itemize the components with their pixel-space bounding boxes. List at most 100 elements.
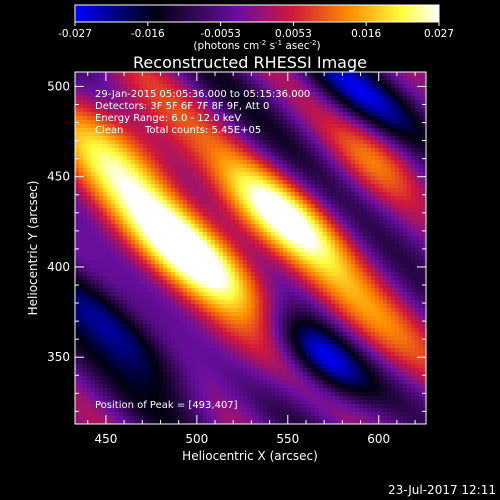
heatmap-cell <box>139 304 144 309</box>
heatmap-cell <box>291 232 296 237</box>
heatmap-cell <box>111 240 116 245</box>
heatmap-cell <box>219 312 224 317</box>
heatmap-cell <box>199 272 204 277</box>
heatmap-cell <box>299 272 304 277</box>
heatmap-cell <box>251 360 256 365</box>
heatmap-cell <box>203 96 208 101</box>
heatmap-cell <box>167 356 172 361</box>
heatmap-cell <box>119 84 124 89</box>
heatmap-cell <box>103 180 108 185</box>
heatmap-cell <box>219 380 224 385</box>
heatmap-cell <box>135 100 140 105</box>
chart-title: Reconstructed RHESSI Image <box>133 53 367 72</box>
heatmap-cell <box>203 112 208 117</box>
heatmap-cell <box>183 120 188 125</box>
heatmap-cell <box>275 204 280 209</box>
heatmap-cell <box>267 396 272 401</box>
heatmap-cell <box>75 76 80 81</box>
heatmap-cell <box>131 368 136 373</box>
heatmap-cell <box>187 208 192 213</box>
heatmap-cell <box>231 396 236 401</box>
heatmap-cell <box>75 324 80 329</box>
heatmap-cell <box>295 328 300 333</box>
heatmap-cell <box>159 136 164 141</box>
heatmap-cell <box>211 224 216 229</box>
heatmap-cell <box>99 312 104 317</box>
heatmap-cell <box>255 332 260 337</box>
heatmap-cell <box>87 92 92 97</box>
heatmap-cell <box>127 144 132 149</box>
heatmap-cell <box>119 276 124 281</box>
heatmap-cell <box>207 124 212 129</box>
heatmap-cell <box>227 228 232 233</box>
heatmap-cell <box>131 164 136 169</box>
heatmap-cell <box>151 292 156 297</box>
heatmap-cell <box>203 416 208 421</box>
heatmap-cell <box>295 80 300 85</box>
heatmap-cell <box>83 304 88 309</box>
heatmap-cell <box>83 104 88 109</box>
heatmap-cell <box>299 104 304 109</box>
heatmap-cell <box>239 172 244 177</box>
heatmap-cell <box>187 280 192 285</box>
heatmap-cell <box>95 360 100 365</box>
heatmap-cell <box>283 420 288 424</box>
heatmap-cell <box>215 332 220 337</box>
heatmap-cell <box>159 268 164 273</box>
heatmap-cell <box>91 320 96 325</box>
heatmap-cell <box>91 408 96 413</box>
heatmap-cell <box>175 376 180 381</box>
heatmap-cell <box>119 332 124 337</box>
heatmap-cell <box>159 312 164 317</box>
heatmap-cell <box>291 256 296 261</box>
heatmap-cell <box>255 352 260 357</box>
heatmap-cell <box>283 256 288 261</box>
heatmap-cell <box>163 100 168 105</box>
heatmap-cell <box>155 224 160 229</box>
heatmap-cell <box>143 304 148 309</box>
heatmap-cell <box>195 92 200 97</box>
heatmap-cell <box>87 168 92 173</box>
heatmap-cell <box>199 404 204 409</box>
heatmap-cell <box>207 76 212 81</box>
heatmap-cell <box>211 184 216 189</box>
heatmap-cell <box>107 104 112 109</box>
heatmap-cell <box>75 240 80 245</box>
heatmap-cell <box>295 72 300 77</box>
heatmap-cell <box>223 112 228 117</box>
heatmap-cell <box>279 340 284 345</box>
heatmap-cell <box>247 140 252 145</box>
heatmap-cell <box>87 108 92 113</box>
heatmap-cell <box>223 88 228 93</box>
heatmap-cell <box>131 212 136 217</box>
heatmap-cell <box>287 168 292 173</box>
heatmap-cell <box>147 304 152 309</box>
heatmap-cell <box>195 364 200 369</box>
heatmap-cell <box>171 348 176 353</box>
heatmap-cell <box>127 412 132 417</box>
heatmap-cell <box>195 160 200 165</box>
heatmap-cell <box>219 260 224 265</box>
heatmap-cell <box>247 348 252 353</box>
heatmap-cell <box>275 420 280 424</box>
heatmap-cell <box>263 200 268 205</box>
heatmap-cell <box>119 360 124 365</box>
heatmap-cell <box>87 132 92 137</box>
heatmap-cell <box>191 132 196 137</box>
heatmap-cell <box>75 280 80 285</box>
heatmap-cell <box>171 292 176 297</box>
heatmap-cell <box>111 288 116 293</box>
heatmap-cell <box>87 280 92 285</box>
heatmap-cell <box>147 120 152 125</box>
heatmap-cell <box>235 356 240 361</box>
heatmap-cell <box>111 400 116 405</box>
heatmap-cell <box>267 192 272 197</box>
heatmap-cell <box>207 268 212 273</box>
heatmap-cell <box>199 120 204 125</box>
heatmap-cell <box>287 400 292 405</box>
heatmap-cell <box>99 144 104 149</box>
heatmap-cell <box>175 416 180 421</box>
heatmap-cell <box>155 96 160 101</box>
heatmap-cell <box>219 228 224 233</box>
heatmap-cell <box>155 172 160 177</box>
